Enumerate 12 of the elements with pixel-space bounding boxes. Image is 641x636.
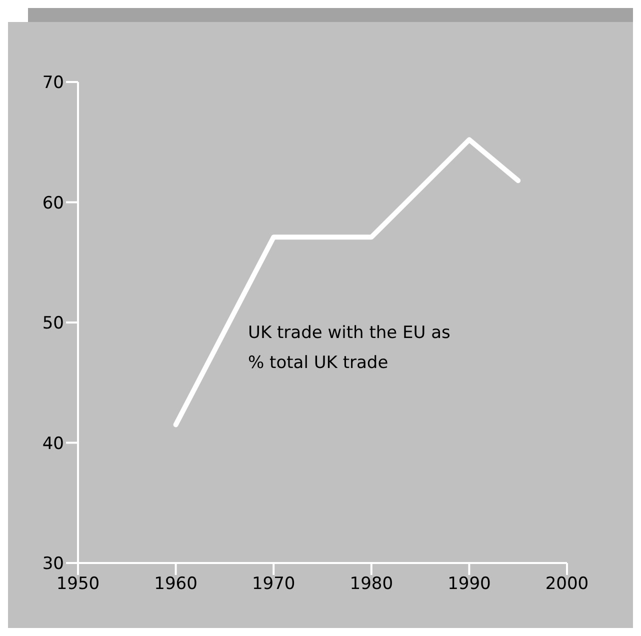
y-tick-label: 70 <box>42 73 64 94</box>
x-tick-label: 1980 <box>350 574 394 594</box>
x-tick-label: 2000 <box>545 574 589 594</box>
x-tick-label: 1960 <box>154 574 198 594</box>
x-tick-label: 1990 <box>448 574 491 594</box>
y-tick-label: 30 <box>42 554 64 574</box>
y-tick-label: 50 <box>42 314 64 334</box>
x-tick-label: 1950 <box>56 574 100 594</box>
y-tick-label: 40 <box>42 434 64 454</box>
x-tick-label: 1970 <box>252 574 296 594</box>
y-tick-label: 60 <box>42 193 64 214</box>
series-label: UK trade with the EU as % total UK trade <box>248 322 452 375</box>
